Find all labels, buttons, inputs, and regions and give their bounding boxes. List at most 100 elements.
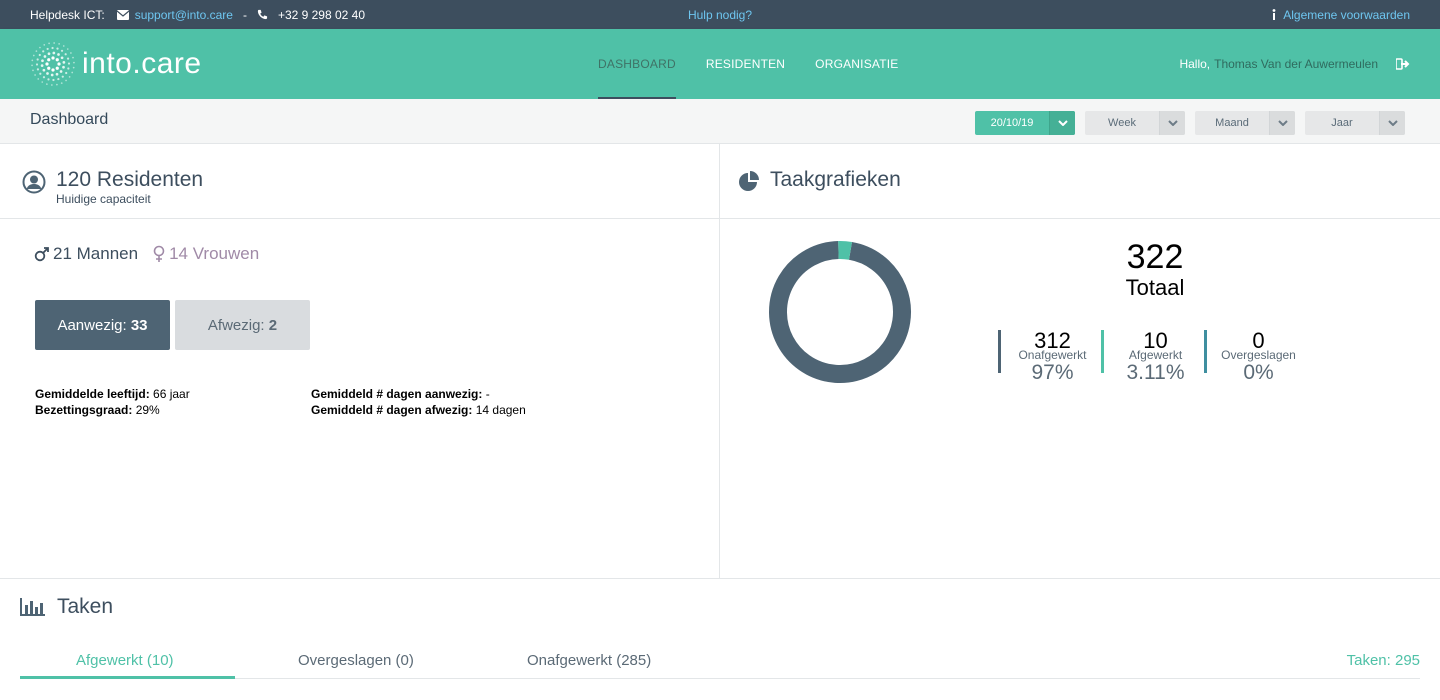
tasks-header: Taken xyxy=(0,579,1440,634)
task-total: 322 Totaal xyxy=(1120,239,1190,301)
present-value: 33 xyxy=(130,316,148,334)
help-link[interactable]: Hulp nodig? xyxy=(687,7,753,22)
dashboard-main: 120 Residenten Huidige capaciteit 21 Man… xyxy=(0,144,1440,579)
user-name[interactable]: Thomas Van der Auwermeulen xyxy=(1214,57,1378,71)
men-count: 21 Mannen xyxy=(53,244,139,263)
avg-absent-days-label: Gemiddeld # dagen afwezig: xyxy=(311,403,473,417)
nav-dashboard[interactable]: DASHBOARD xyxy=(598,29,676,99)
task-donut-chart xyxy=(767,239,913,390)
metric-color-bar xyxy=(1204,330,1207,373)
date-select[interactable]: 20/10/19 xyxy=(975,111,1075,135)
avg-absent-days-value: 14 dagen xyxy=(475,403,526,417)
tasks-count: Taken: 295 xyxy=(1346,652,1420,669)
resident-stats-right: Gemiddeld # dagen aanwezig: - Gemiddeld … xyxy=(311,386,526,418)
main-header: into.care DASHBOARD RESIDENTEN ORGANISAT… xyxy=(0,29,1440,99)
metric-value: 0 xyxy=(1252,328,1265,353)
metric-percent: 97% xyxy=(1031,361,1074,384)
residents-subtitle: Huidige capaciteit xyxy=(56,192,151,206)
metric-value: 10 xyxy=(1143,328,1168,353)
date-filters: 20/10/19 Week Maand Jaar xyxy=(975,111,1405,135)
occupancy-label: Bezettingsgraad: xyxy=(35,403,133,417)
metric-label: Overgeslagen xyxy=(1221,348,1296,362)
women-count: 14 Vrouwen xyxy=(169,244,260,263)
metric-value: 312 xyxy=(1034,328,1071,353)
metric-color-bar xyxy=(1101,330,1104,373)
metric-skipped: 0 Overgeslagen 0% xyxy=(1204,330,1307,385)
user-area: Hallo, Thomas Van der Auwermeulen xyxy=(1179,57,1410,71)
resident-stats-left: Gemiddelde leeftijd: 66 jaar Bezettingsg… xyxy=(35,386,190,418)
absent-label: Afwezig: xyxy=(207,316,265,334)
residents-panel-header: 120 Residenten Huidige capaciteit xyxy=(0,144,719,219)
tab-overgeslagen[interactable]: Overgeslagen (0) xyxy=(298,652,414,669)
page-title: Dashboard xyxy=(30,110,109,128)
chevron-down-icon[interactable] xyxy=(1049,111,1075,135)
avg-present-days-label: Gemiddeld # dagen aanwezig: xyxy=(311,387,483,401)
donut-slice-onafgewerkt xyxy=(769,241,911,383)
pie-chart-icon xyxy=(738,170,760,192)
logo[interactable]: into.care xyxy=(30,41,202,87)
week-select[interactable]: Week xyxy=(1085,111,1185,135)
absent-value: 2 xyxy=(268,316,278,334)
greeting: Hallo, xyxy=(1179,57,1211,71)
metric-unfinished: 312 Onafgewerkt 97% xyxy=(998,330,1101,385)
logo-text: into.care xyxy=(82,47,202,80)
logout-icon[interactable] xyxy=(1396,58,1410,70)
male-icon xyxy=(34,246,50,262)
logo-burst-icon xyxy=(30,41,76,87)
female-icon xyxy=(152,245,166,263)
nav-residenten[interactable]: RESIDENTEN xyxy=(705,57,786,71)
phone-icon xyxy=(257,9,268,20)
bar-chart-icon xyxy=(20,597,45,616)
helpdesk-bar: Helpdesk ICT: support@into.care - +32 9 … xyxy=(0,0,1440,29)
taskcharts-panel: Taakgrafieken 322 Totaal 312 Onafgewerkt… xyxy=(720,144,1440,578)
tab-afgewerkt[interactable]: Afgewerkt (10) xyxy=(76,652,174,669)
donut-slice-afgewerkt xyxy=(838,241,853,260)
metric-percent: 3.11% xyxy=(1126,361,1185,384)
task-total-value: 322 xyxy=(1126,238,1184,276)
metric-label: Afgewerkt xyxy=(1128,348,1183,362)
task-tabs: Afgewerkt (10) Overgeslagen (0) Onafgewe… xyxy=(20,634,1420,679)
main-nav: DASHBOARD RESIDENTEN ORGANISATIE xyxy=(598,29,899,99)
task-total-label: Totaal xyxy=(1125,275,1185,300)
task-metrics: 312 Onafgewerkt 97% 10 Afgewerkt 3.11% 0… xyxy=(998,330,1307,385)
envelope-icon xyxy=(116,9,129,20)
month-select[interactable]: Maand xyxy=(1195,111,1295,135)
metric-percent: 0% xyxy=(1243,361,1274,384)
taskcharts-panel-header: Taakgrafieken xyxy=(720,144,1440,219)
avg-age-label: Gemiddelde leeftijd: xyxy=(35,387,150,401)
absent-button[interactable]: Afwezig: 2 xyxy=(175,300,310,350)
nav-organisatie[interactable]: ORGANISATIE xyxy=(815,57,899,71)
taskcharts-title: Taakgrafieken xyxy=(770,168,901,191)
present-button[interactable]: Aanwezig: 33 xyxy=(35,300,170,350)
year-select[interactable]: Jaar xyxy=(1305,111,1405,135)
gender-breakdown: 21 Mannen 14 Vrouwen xyxy=(34,244,259,264)
support-phone: +32 9 298 02 40 xyxy=(277,7,366,22)
avg-present-days-value: - xyxy=(485,387,490,401)
active-tab-underline xyxy=(20,676,235,679)
chevron-down-icon[interactable] xyxy=(1159,111,1185,135)
residents-panel: 120 Residenten Huidige capaciteit 21 Man… xyxy=(0,144,720,578)
residents-count-title: 120 Residenten xyxy=(56,168,204,191)
user-circle-icon xyxy=(22,170,46,194)
week-select-value: Week xyxy=(1108,117,1136,129)
helpdesk-label: Helpdesk ICT: xyxy=(30,7,105,22)
chevron-down-icon[interactable] xyxy=(1379,111,1405,135)
month-select-value: Maand xyxy=(1215,117,1249,129)
separator: - xyxy=(242,7,247,22)
tab-onafgewerkt[interactable]: Onafgewerkt (285) xyxy=(527,652,652,669)
terms-link[interactable]: Algemene voorwaarden xyxy=(1283,7,1410,22)
present-label: Aanwezig: xyxy=(57,316,127,334)
metric-label: Onafgewerkt xyxy=(1018,348,1087,362)
chevron-down-icon[interactable] xyxy=(1269,111,1295,135)
tasks-title: Taken xyxy=(57,594,114,618)
date-select-value: 20/10/19 xyxy=(990,117,1034,129)
metric-color-bar xyxy=(998,330,1001,373)
avg-age-value: 66 jaar xyxy=(153,387,190,401)
occupancy-value: 29% xyxy=(135,403,160,417)
year-select-value: Jaar xyxy=(1331,117,1353,129)
page-subbar: Dashboard 20/10/19 Week Maand Jaar xyxy=(0,99,1440,144)
presence-buttons: Aanwezig: 33 Afwezig: 2 xyxy=(35,300,310,350)
support-email-link[interactable]: support@into.care xyxy=(134,7,233,22)
info-icon xyxy=(1271,9,1277,20)
metric-finished: 10 Afgewerkt 3.11% xyxy=(1101,330,1204,385)
